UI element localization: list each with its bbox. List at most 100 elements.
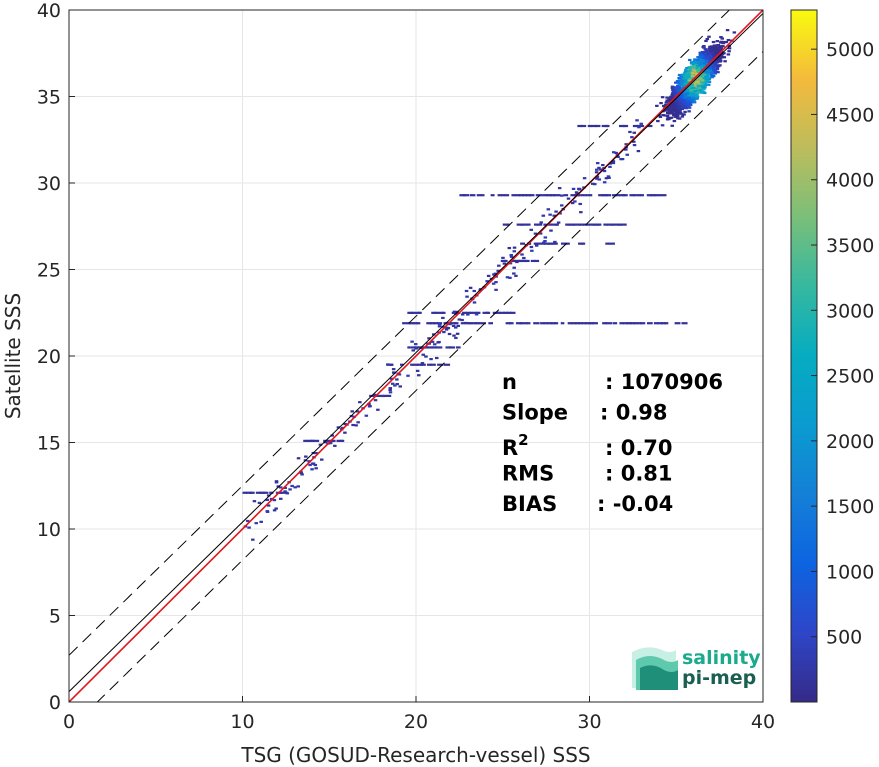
density-cell <box>690 74 695 77</box>
density-cell <box>515 260 519 264</box>
density-cell <box>266 504 271 507</box>
density-cell <box>541 214 546 217</box>
density-cell <box>414 311 421 314</box>
density-cell <box>684 99 689 103</box>
density-cell <box>683 91 687 95</box>
density-cell <box>704 39 708 43</box>
density-cell <box>279 491 284 494</box>
stat-value: : 1070906 <box>605 370 723 394</box>
density-cell <box>688 66 692 70</box>
density-cell <box>441 325 445 328</box>
density-cell <box>620 157 625 161</box>
fit-lines <box>69 10 763 702</box>
density-cell <box>413 363 419 366</box>
density-cell <box>511 194 516 197</box>
density-cell <box>406 374 410 377</box>
density-cell <box>712 65 717 68</box>
density-cell <box>639 194 644 197</box>
y-tick-label: 25 <box>37 260 61 282</box>
density-cell <box>703 50 707 54</box>
density-cell <box>703 76 708 80</box>
density-cell <box>582 177 587 180</box>
density-cell <box>577 194 581 197</box>
density-cell <box>509 311 516 314</box>
density-cell <box>389 377 394 380</box>
density-cell <box>299 471 304 475</box>
y-tick-label: 0 <box>49 692 61 714</box>
density-cell <box>705 57 709 60</box>
density-cell <box>721 42 726 45</box>
density-cell <box>624 148 628 151</box>
density-cell <box>646 322 653 325</box>
y-tick-label: 30 <box>37 173 61 195</box>
upper-bound-line <box>69 10 731 656</box>
density-cell <box>351 423 355 427</box>
density-cell <box>691 95 696 98</box>
y-tick-label: 35 <box>37 87 61 109</box>
density-cell <box>446 327 451 330</box>
density-cell <box>670 108 674 111</box>
density-cell <box>393 384 397 387</box>
density-cell <box>661 113 665 117</box>
density-cell <box>720 56 725 59</box>
density-cell <box>620 223 627 226</box>
density-cell <box>481 322 486 325</box>
density-cell <box>502 223 509 226</box>
density-cell <box>701 78 705 81</box>
density-cell <box>711 56 716 60</box>
density-cell <box>529 228 533 231</box>
density-cell <box>493 272 498 275</box>
density-cell <box>537 223 543 226</box>
density-cell <box>677 81 682 85</box>
density-cell <box>692 86 696 90</box>
density-cell <box>508 262 513 265</box>
density-cell <box>578 202 582 206</box>
density-cell <box>681 99 685 102</box>
density-cell <box>718 45 722 48</box>
density-cell <box>668 100 672 103</box>
density-cell <box>410 346 417 349</box>
density-cell <box>431 311 437 314</box>
density-cell <box>691 77 695 80</box>
density-cell <box>726 38 731 42</box>
density-cell <box>543 242 551 245</box>
density-cell <box>340 426 345 430</box>
density-cell <box>409 322 415 325</box>
density-cell <box>288 488 292 491</box>
density-cell <box>656 119 660 123</box>
density-cell <box>702 75 706 78</box>
density-cell <box>714 49 718 52</box>
density-cell <box>494 288 498 291</box>
density-cell <box>660 96 665 99</box>
density-cell <box>247 526 251 529</box>
density-cell <box>323 441 328 444</box>
density-cell <box>716 59 721 62</box>
density-cell <box>640 322 646 325</box>
density-cell <box>386 394 392 397</box>
density-cell <box>482 311 489 314</box>
density-cell <box>437 341 441 344</box>
density-cell <box>692 101 697 104</box>
density-cell <box>521 194 528 197</box>
density-cell <box>699 65 704 68</box>
density-cell <box>699 84 704 87</box>
density-cell <box>678 98 683 101</box>
density-cell <box>712 54 716 57</box>
density-cell <box>696 91 700 94</box>
density-cell <box>715 64 720 67</box>
density-cell <box>679 107 683 110</box>
density-cell <box>455 332 460 335</box>
density-cell <box>632 143 637 147</box>
density-cell <box>696 88 700 91</box>
density-cell <box>653 194 658 197</box>
density-cell <box>662 104 666 108</box>
colorbar-tick-label: 1000 <box>826 561 874 583</box>
density-cell <box>698 53 703 56</box>
density-cell <box>687 110 691 113</box>
density-cell <box>680 93 684 96</box>
density-cell <box>607 176 611 179</box>
density-cell <box>682 101 686 104</box>
density-cell <box>670 87 675 90</box>
density-cell <box>507 246 512 250</box>
y-tick-label: 5 <box>49 606 61 628</box>
